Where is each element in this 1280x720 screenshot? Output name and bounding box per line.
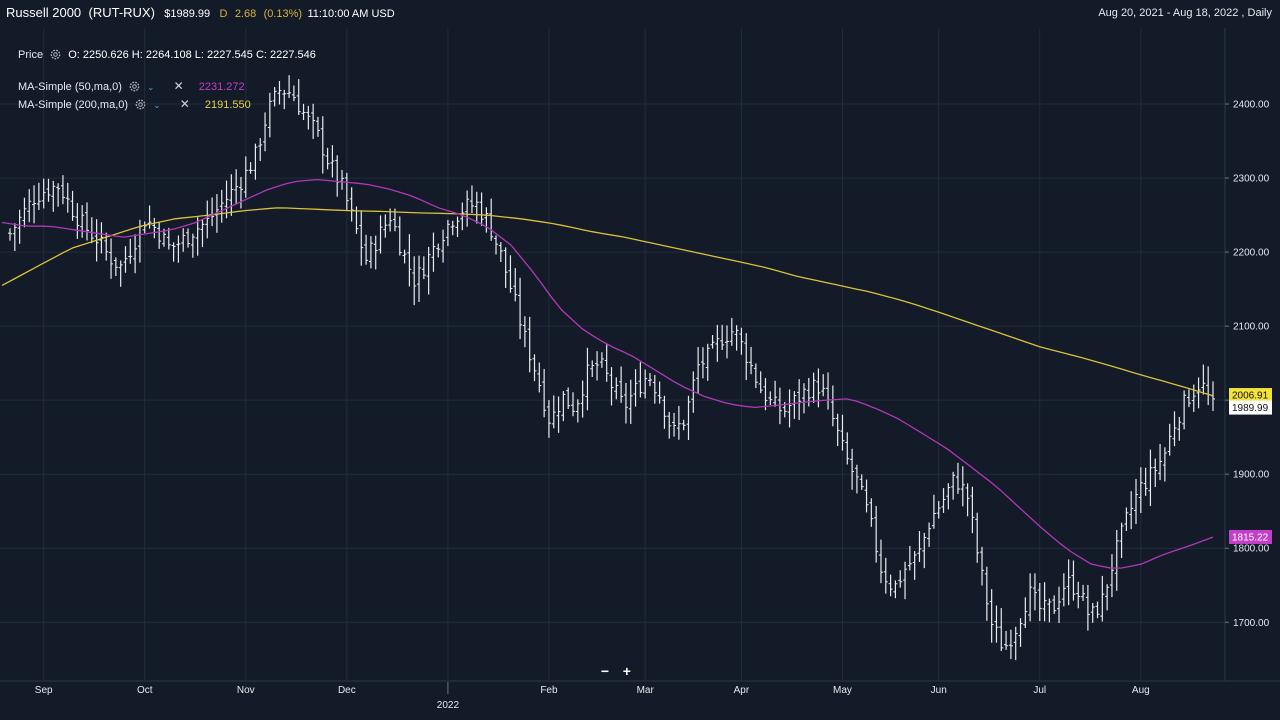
x-tick-label: Apr — [734, 685, 750, 696]
chevron-down-icon[interactable]: ⌄ — [147, 82, 155, 92]
x-tick-label: Mar — [637, 685, 655, 696]
gear-icon[interactable] — [49, 48, 62, 61]
close-icon[interactable]: ✕ — [173, 79, 184, 93]
y-tick-label: 1700.00 — [1233, 618, 1270, 629]
legend-ma200-row: MA-Simple (200,ma,0) ⌄ ✕ 2191.550 — [18, 95, 316, 113]
zoom-out-button[interactable]: − — [600, 663, 610, 679]
ma50-price-tag-bg — [1229, 529, 1272, 544]
x-tick-label: Sep — [35, 685, 53, 696]
instrument-title: Russell 2000 — [6, 5, 82, 20]
y-tick-label: 1800.00 — [1233, 544, 1270, 555]
horizontal-grid — [0, 103, 1225, 623]
y-tick-label: 2200.00 — [1233, 248, 1270, 259]
ma200-price-tag: 2006.91 — [1232, 391, 1269, 402]
legend-ma50-value: 2231.272 — [198, 81, 245, 93]
x-year-label: 2022 — [437, 700, 460, 711]
x-tick-label: Oct — [137, 685, 153, 696]
vertical-grid — [43, 28, 1142, 680]
x-tick-label: Aug — [1132, 685, 1150, 696]
y-tick-label: 1900.00 — [1233, 470, 1270, 481]
date-range[interactable]: Aug 20, 2021 - Aug 18, 2022 , Daily — [1098, 7, 1272, 19]
price-change-percent: (0.13%) — [263, 8, 303, 20]
ma50-line — [1, 178, 1214, 569]
x-tick-label: Nov — [237, 685, 255, 696]
zoom-in-button[interactable]: + — [622, 663, 631, 679]
ma200-line — [1, 207, 1214, 397]
ma200-price-tag-bg — [1229, 388, 1272, 403]
last-price-tag: 1989.99 — [1232, 403, 1269, 414]
x-tick-label: Jul — [1033, 685, 1046, 696]
x-tick-label: Dec — [338, 685, 356, 696]
y-tick-label: 2400.00 — [1233, 100, 1270, 111]
close-icon[interactable]: ✕ — [179, 97, 190, 111]
legend-ma200-value: 2191.550 — [204, 99, 251, 111]
x-tick-label: Jun — [931, 685, 947, 696]
gear-icon[interactable] — [128, 80, 141, 93]
ma50-price-tag: 1815.22 — [1232, 532, 1269, 543]
x-axis[interactable]: Sep Oct Nov Dec 2022 Feb Mar Apr May Jun Jul Aug — [35, 682, 1150, 711]
instrument-symbol: (RUT-RUX) — [88, 5, 155, 20]
legend-price-row: Price O: 2250.626 H: 2264.108 L: 2227.54… — [18, 46, 316, 64]
zoom-controls: − + — [596, 662, 636, 680]
last-price: $1989.99 — [164, 8, 211, 20]
quote-time: 11:10:00 AM USD — [307, 8, 395, 20]
x-tick-label: May — [833, 685, 852, 696]
chevron-down-icon[interactable]: ⌄ — [153, 100, 161, 110]
y-tick-label: 2100.00 — [1233, 322, 1270, 333]
price-change: 2.68 — [234, 8, 257, 20]
legend-ma50-row: MA-Simple (50,ma,0) ⌄ ✕ 2231.272 — [18, 77, 316, 95]
y-axis[interactable]: 1700.001800.001900.002000.002100.002200.… — [1225, 100, 1270, 629]
legend-ma50-label: MA-Simple (50,ma,0) — [18, 81, 122, 93]
ohlc-bars — [8, 75, 1215, 661]
legend-ma200-label: MA-Simple (200,ma,0) — [18, 99, 129, 111]
y-tick-label: 2300.00 — [1233, 174, 1270, 185]
legend-ohlc-values: O: 2250.626 H: 2264.108 L: 2227.545 C: 2… — [68, 49, 316, 61]
legend-price-label: Price — [18, 49, 44, 61]
indicator-legend: Price O: 2250.626 H: 2264.108 L: 2227.54… — [18, 46, 316, 113]
x-tick-label: Feb — [540, 685, 558, 696]
instrument-info: Russell 2000 (RUT-RUX) $1989.99 D 2.68 (… — [6, 0, 395, 27]
gear-icon[interactable] — [134, 98, 147, 111]
last-price-tag-bg — [1229, 400, 1272, 415]
chart-header: Russell 2000 (RUT-RUX) $1989.99 D 2.68 (… — [0, 0, 1280, 26]
change-flag: D — [219, 8, 228, 20]
